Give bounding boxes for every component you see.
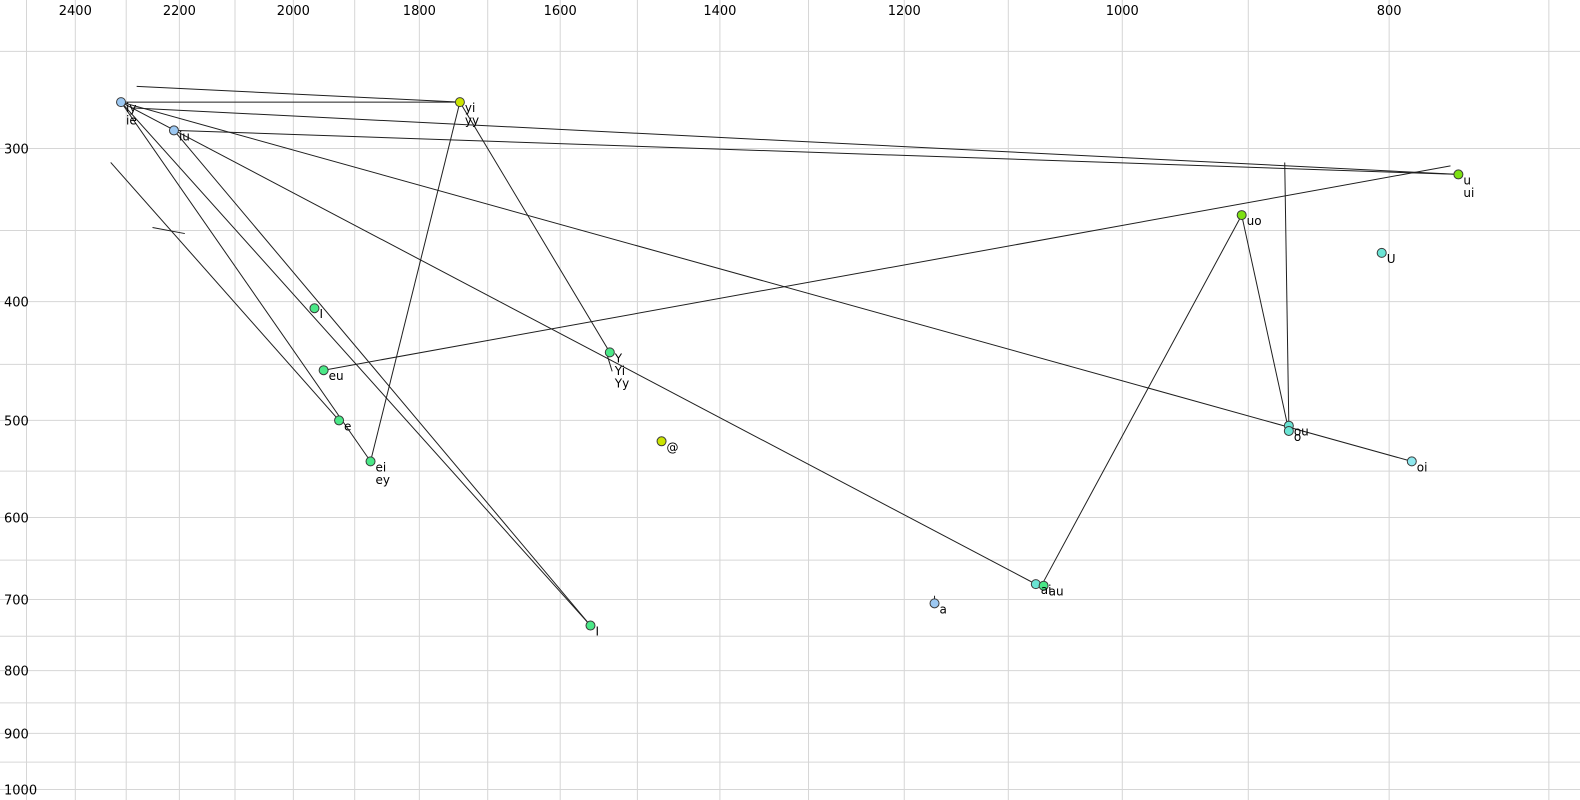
y-axis-tick-label: 300 bbox=[4, 142, 29, 157]
point-label: au bbox=[1049, 585, 1064, 599]
point-label: ui bbox=[1463, 186, 1474, 200]
x-axis-tick-label: 800 bbox=[1377, 4, 1402, 19]
data-point bbox=[929, 598, 940, 609]
data-point bbox=[1376, 247, 1387, 258]
data-point bbox=[1453, 169, 1464, 180]
point-label: iy bbox=[126, 101, 136, 115]
x-axis-tick-label: 1000 bbox=[1106, 4, 1139, 19]
ai-trajectory bbox=[120, 101, 1037, 585]
point-label: @ bbox=[667, 440, 679, 454]
point-label: ie bbox=[126, 114, 137, 128]
ey-trajectory bbox=[370, 102, 461, 462]
data-point bbox=[1038, 580, 1049, 591]
y-axis-tick-label: 800 bbox=[4, 665, 29, 680]
au-trajectory bbox=[1040, 214, 1243, 586]
y-axis-tick-label: 600 bbox=[4, 511, 29, 526]
eu-trajectory bbox=[323, 165, 1451, 371]
point-label: ei bbox=[376, 460, 387, 474]
y-axis-tick-label: 700 bbox=[4, 594, 29, 609]
yy-trajectory bbox=[459, 101, 611, 353]
y-axis-tick-label: 900 bbox=[4, 727, 29, 742]
left-tick bbox=[152, 226, 185, 235]
ui-trajectory bbox=[131, 107, 1459, 175]
data-point bbox=[365, 456, 376, 467]
yi-trajectory bbox=[136, 85, 460, 103]
x-axis-tick-label: 2200 bbox=[163, 4, 196, 19]
x-axis-tick-label: 1200 bbox=[888, 4, 921, 19]
x-axis-tick-label: 1600 bbox=[544, 4, 577, 19]
uo-trajectory bbox=[1241, 214, 1290, 432]
point-label: uo bbox=[1247, 214, 1262, 228]
point-label: e bbox=[344, 419, 351, 433]
x-axis-tick-label: 1800 bbox=[403, 4, 436, 19]
data-point bbox=[318, 365, 329, 376]
point-label: ai bbox=[1041, 583, 1052, 597]
data-point bbox=[334, 415, 345, 426]
point-label: Y bbox=[614, 351, 623, 365]
y-axis-tick-label: 1000 bbox=[4, 783, 37, 798]
point-label: U bbox=[1387, 252, 1396, 266]
ie-trajectory bbox=[120, 101, 591, 626]
point-label: a bbox=[940, 602, 947, 616]
data-point bbox=[168, 125, 179, 136]
data-point bbox=[454, 97, 465, 108]
point-label: Yi bbox=[614, 364, 625, 378]
ei-trajectory bbox=[120, 101, 371, 462]
iu-trajectory bbox=[173, 129, 1459, 175]
y-axis-tick-label: 500 bbox=[4, 414, 29, 429]
y-axis-tick-label: 400 bbox=[4, 296, 29, 311]
point-label: iu bbox=[179, 129, 190, 143]
i-trajectory-2 bbox=[173, 130, 591, 626]
point-label: oi bbox=[1417, 460, 1428, 474]
data-point bbox=[1236, 210, 1247, 221]
point-label: ou bbox=[1294, 425, 1309, 439]
x-axis-tick-label: 1400 bbox=[703, 4, 736, 19]
point-label: eu bbox=[329, 369, 344, 383]
point-label: yi bbox=[465, 101, 475, 115]
data-point bbox=[585, 620, 596, 631]
data-point bbox=[116, 97, 127, 108]
point-label: I bbox=[595, 625, 599, 639]
data-point bbox=[1283, 425, 1294, 436]
point-label: o bbox=[1294, 430, 1301, 444]
ou-trajectory bbox=[1284, 162, 1290, 426]
point-label: ey bbox=[376, 473, 390, 487]
point-label: u bbox=[1463, 173, 1471, 187]
e-trajectory bbox=[110, 162, 340, 421]
data-point bbox=[309, 303, 320, 314]
point-label: I bbox=[319, 307, 323, 321]
point-label: yy bbox=[465, 114, 479, 128]
point-label: Yy bbox=[614, 376, 629, 390]
data-point bbox=[604, 347, 615, 358]
oi-trajectory bbox=[120, 101, 1412, 462]
data-point bbox=[1406, 456, 1417, 467]
data-point bbox=[656, 436, 667, 447]
x-axis-tick-label: 2000 bbox=[277, 4, 310, 19]
x-axis-tick-label: 2400 bbox=[59, 4, 92, 19]
